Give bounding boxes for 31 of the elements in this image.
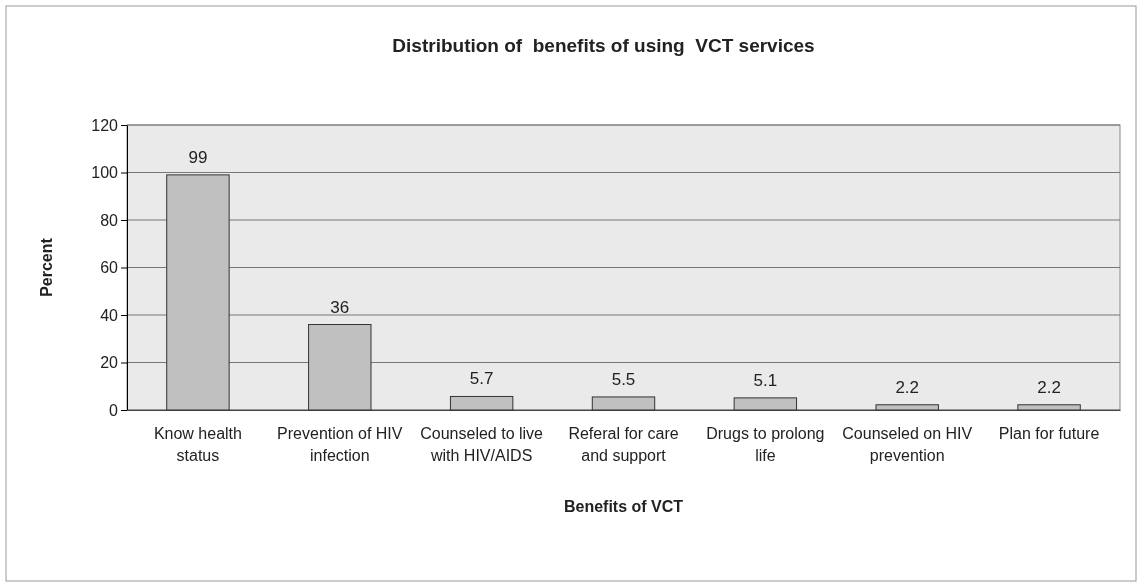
bar <box>733 397 798 411</box>
chart-title: Distribution of benefits of using VCT services <box>392 35 815 56</box>
x-tick-label: Referal for care and support <box>568 424 679 464</box>
x-tick-label: Drugs to prolong life <box>706 424 825 464</box>
data-label: 5.1 <box>753 370 778 390</box>
data-label: 5.5 <box>611 369 636 389</box>
y-axis-title: Percent <box>38 237 55 297</box>
y-tick-label: 100 <box>91 164 119 182</box>
data-label: 2.2 <box>895 377 920 397</box>
data-label: 2.2 <box>1037 377 1061 397</box>
y-tick-label: 20 <box>100 354 119 372</box>
x-tick-label: Counseled on HIV prevention <box>842 424 973 464</box>
y-tick-label: 60 <box>100 259 119 277</box>
bar <box>166 174 230 411</box>
bar <box>591 396 656 411</box>
bar <box>308 324 372 411</box>
x-tick-label: Know health status <box>153 424 242 464</box>
bar <box>1017 404 1081 411</box>
y-tick-label: 80 <box>100 211 119 229</box>
x-tick-label: Plan for future <box>998 424 1100 442</box>
bar <box>875 404 939 411</box>
x-tick-label: Prevention of HIV infection <box>277 424 403 464</box>
y-tick-label: 0 <box>109 401 119 419</box>
data-label: 36 <box>330 297 350 317</box>
data-label: 5.7 <box>469 369 494 389</box>
x-tick-label: Counseled to live with HIV/AIDS <box>420 424 544 464</box>
bar <box>449 395 514 411</box>
x-axis-title: Benefits of VCT <box>563 498 684 515</box>
y-tick-label: 40 <box>100 306 119 324</box>
y-tick-label: 120 <box>91 116 119 134</box>
data-label: 99 <box>188 147 208 167</box>
